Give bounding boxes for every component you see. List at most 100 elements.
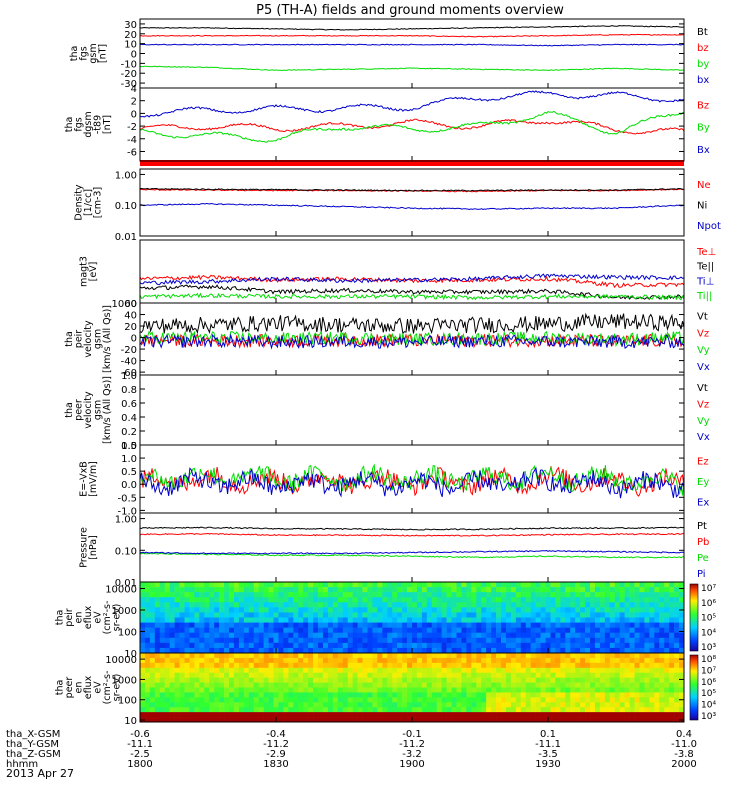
heat-cell (659, 697, 665, 703)
y-axis-label-line: en (74, 682, 85, 694)
heat-cell (199, 672, 205, 678)
heat-cell (590, 607, 596, 613)
heat-cell (412, 627, 418, 634)
x-axis-value: -0.6 (130, 729, 150, 740)
heat-cell (248, 647, 255, 654)
heat-cell (347, 582, 353, 588)
heat-cell (575, 682, 581, 688)
heat-cell (144, 707, 151, 713)
y-axis-label-line: tha (69, 46, 80, 62)
heat-cell (599, 647, 606, 654)
heat-cell (565, 602, 571, 608)
heat-cell (397, 697, 403, 703)
heat-cell (179, 582, 185, 588)
heat-cell (144, 582, 151, 588)
heat-cell (594, 682, 601, 688)
heat-cell (535, 582, 541, 588)
heat-cell (347, 667, 353, 674)
heat-cell (456, 597, 462, 603)
heat-cell (224, 612, 230, 618)
heat-cell (461, 672, 467, 678)
heat-cell (604, 632, 611, 639)
heat-cell (337, 647, 344, 654)
heat-cell (594, 627, 601, 634)
heat-cell (501, 627, 507, 634)
heat-cell (669, 642, 675, 649)
heat-cell (669, 612, 675, 618)
heat-cell (659, 607, 665, 613)
heat-cell (184, 587, 190, 593)
heat-cell (322, 602, 329, 608)
heat-cell (263, 647, 269, 654)
heat-cell (224, 687, 230, 693)
heat-cell (599, 682, 606, 688)
heat-cell (144, 612, 151, 618)
heat-cell (313, 667, 319, 674)
heat-cell (224, 617, 230, 623)
heat-cell (520, 662, 527, 669)
heat-cell (545, 602, 551, 608)
heat-cell (258, 627, 264, 634)
heat-cell (407, 597, 413, 603)
heat-cell (649, 707, 655, 713)
heat-cell (451, 687, 457, 693)
heat-cell (634, 622, 640, 628)
heat-cell (540, 677, 546, 683)
x-axis-value: 1900 (399, 759, 424, 770)
heat-cell (293, 682, 299, 688)
heat-cell (179, 677, 185, 683)
heat-cell (501, 602, 507, 608)
heat-cell (233, 627, 240, 634)
heat-cell (318, 632, 324, 639)
heat-cell (609, 642, 616, 649)
heat-cell (580, 667, 586, 674)
heat-cell (416, 702, 423, 708)
heat-cell (322, 692, 329, 698)
heat-cell (669, 632, 675, 639)
heat-cell (515, 622, 522, 628)
heat-cell (342, 667, 349, 674)
heat-cell (159, 682, 166, 688)
legend-entry: bx (697, 75, 709, 86)
heat-cell (580, 662, 586, 669)
y-tick-label: -10 (121, 59, 137, 70)
heat-cell (570, 647, 576, 654)
heat-cell (565, 662, 571, 669)
heat-cell (649, 582, 655, 588)
heat-cell (174, 637, 180, 644)
heat-cell (258, 587, 264, 593)
heat-cell (159, 657, 166, 664)
heat-cell (332, 612, 339, 618)
heat-cell (421, 592, 428, 598)
heat-cell (149, 637, 156, 644)
heat-cell (327, 587, 334, 593)
heat-cell (318, 602, 324, 608)
heat-cell (421, 637, 428, 644)
heat-cell (253, 587, 259, 593)
heat-cell (377, 717, 383, 723)
heat-cell (674, 637, 680, 644)
heat-cell (644, 672, 650, 678)
heat-cell (248, 597, 255, 603)
heat-cell (278, 717, 284, 723)
heat-cell (318, 607, 324, 613)
heat-cell (540, 687, 546, 693)
heat-cell (570, 712, 576, 718)
heat-cell (243, 617, 250, 623)
heat-cell (209, 662, 215, 669)
heat-cell (377, 702, 383, 708)
series-line-Ni (140, 187, 685, 192)
y-tick-label: -60 (121, 368, 137, 379)
heat-cell (397, 617, 403, 623)
heat-cell (154, 612, 161, 618)
heat-cell (229, 597, 235, 603)
heat-cell (159, 642, 166, 649)
heat-cell (367, 632, 373, 639)
heat-cell (624, 712, 630, 718)
heat-cell (258, 662, 264, 669)
heat-cell (407, 677, 413, 683)
heat-cell (253, 682, 259, 688)
heat-cell (471, 612, 477, 618)
heat-cell (664, 697, 670, 703)
heat-cell (164, 682, 170, 688)
